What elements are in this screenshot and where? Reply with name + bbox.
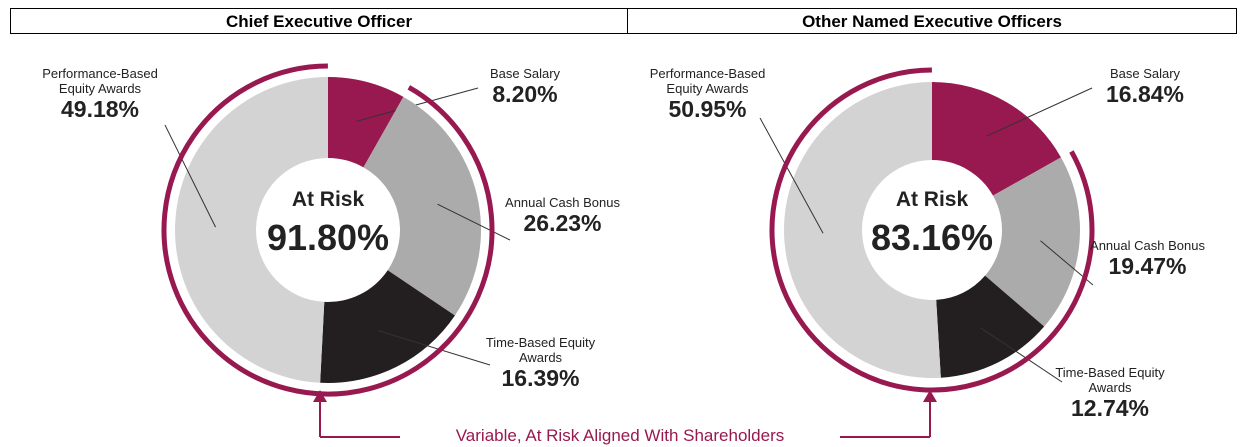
value-label: 49.18% (60, 96, 139, 122)
slice-label: Time-Based Equity Awards 12.74% (1050, 365, 1170, 421)
leader-line (986, 87, 1093, 137)
slice-label: Time-Based Equity Awards 16.39% (478, 335, 603, 391)
slice (932, 82, 1061, 196)
slice (784, 82, 941, 378)
slice-label: Base Salary 16.84% (1090, 66, 1200, 107)
category-label: Annual Cash Bonus (505, 195, 620, 210)
category-label: Base Salary (1109, 66, 1181, 81)
leader-line (356, 87, 479, 122)
category-label: Time-Based Equity Awards (1055, 365, 1165, 395)
footer-note: Variable, At Risk Aligned With Sharehold… (400, 426, 840, 446)
value-label: 26.23% (523, 210, 602, 236)
slice (175, 77, 328, 383)
center-value: 91.80% (267, 217, 389, 258)
arrow-head (923, 390, 937, 402)
category-label: Time-Based Equity Awards (485, 335, 596, 365)
value-label: 12.74% (1070, 395, 1149, 421)
leader-line (980, 327, 1063, 383)
leader-line (164, 124, 216, 228)
slice (328, 77, 404, 168)
value-label: 50.95% (668, 96, 747, 122)
category-label: Performance-Based Equity Awards (42, 66, 158, 96)
value-label: 16.39% (501, 365, 580, 391)
center-label: At Risk (896, 188, 969, 211)
value-label: 19.47% (1108, 253, 1187, 279)
category-label: Annual Cash Bonus (1090, 238, 1205, 253)
slice (985, 157, 1080, 327)
value-label: 16.84% (1105, 81, 1184, 107)
column-header: Other Named Executive Officers (627, 8, 1237, 34)
slice-label: Performance-Based Equity Awards 49.18% (40, 66, 160, 122)
category-label: Performance-Based Equity Awards (649, 66, 766, 96)
leader-line (759, 117, 824, 234)
leader-line (437, 203, 511, 241)
center-label: At Risk (292, 188, 365, 211)
leader-line (378, 330, 491, 366)
slice-label: Base Salary 8.20% (470, 66, 580, 107)
at-risk-ring (161, 63, 495, 397)
slice-label: Annual Cash Bonus 19.47% (1085, 238, 1210, 279)
slice (936, 275, 1045, 378)
slice-label: Performance-Based Equity Awards 50.95% (645, 66, 770, 122)
slice (320, 270, 455, 383)
slice-label: Annual Cash Bonus 26.23% (505, 195, 620, 236)
value-label: 8.20% (492, 81, 558, 107)
center-value: 83.16% (871, 217, 993, 258)
slice (363, 96, 481, 316)
category-label: Base Salary (489, 66, 561, 81)
at-risk-ring (769, 67, 1095, 393)
